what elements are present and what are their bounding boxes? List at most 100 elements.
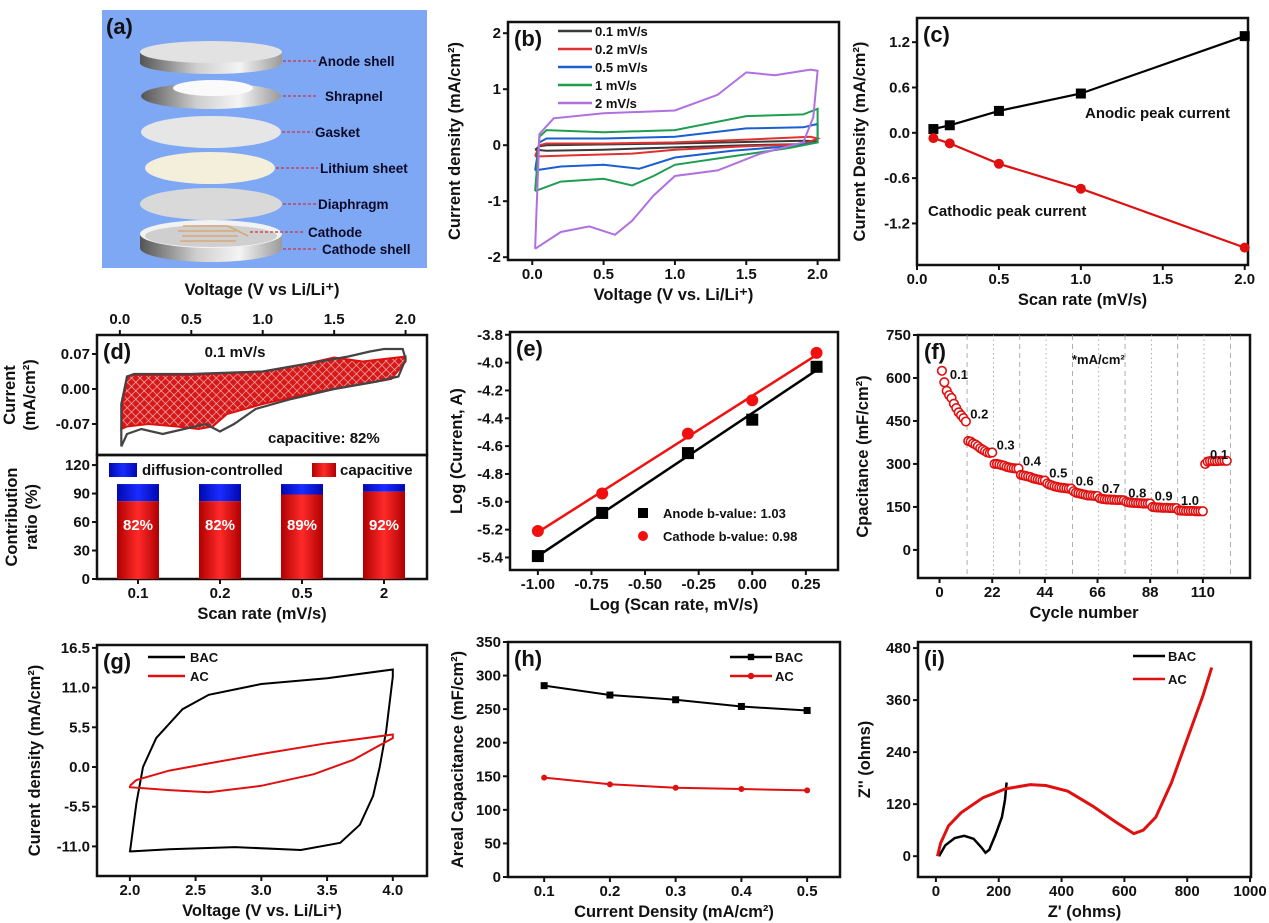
y-tick-label: -4.8 xyxy=(477,466,503,483)
data-point xyxy=(672,696,680,704)
component-label-gasket: Gasket xyxy=(315,125,361,140)
y-axis-label: (mA/cm²) xyxy=(21,359,39,431)
data-point xyxy=(1221,455,1232,466)
x-tick-label: -1.00 xyxy=(521,576,555,593)
x-tick-label: 4.0 xyxy=(382,882,403,899)
component-label-lithium-sheet: Lithium sheet xyxy=(320,161,408,176)
legend-swatch xyxy=(109,463,137,477)
series-line xyxy=(128,733,394,794)
x-axis-label: Log (Scan rate, mV/s) xyxy=(590,596,759,614)
legend-label: BAC xyxy=(1168,649,1197,664)
y-axis-label: Cpacitance (mF/cm²) xyxy=(854,375,872,537)
y-tick-label: -3.8 xyxy=(477,327,503,344)
data-point xyxy=(993,105,1004,116)
label-leaders xyxy=(250,60,318,250)
data-point xyxy=(738,786,745,793)
bar-data-label: 89% xyxy=(287,517,317,534)
charts: 0.0 0.5 1.0 1.5 2.0 -2 -1 0 1 2 Voltage (V vs. Li/… xyxy=(1,16,1267,921)
x-tick-label: 44 xyxy=(1037,584,1054,601)
y-tick-label: 150 xyxy=(886,499,911,516)
segment-label: 0.1 xyxy=(950,367,968,382)
plot-frame xyxy=(506,640,842,879)
legend-label: capacitive xyxy=(340,462,413,479)
data-point xyxy=(960,416,971,427)
data-point xyxy=(1239,242,1250,253)
x-tick-label: 1.0 xyxy=(1070,271,1091,288)
cathode-shell-disc xyxy=(140,220,282,262)
legend-label: BAC xyxy=(190,650,219,665)
x-tick-label: 1000 xyxy=(1233,883,1266,900)
legend-label: 1 mV/s xyxy=(595,78,637,93)
y-tick-label: 0.0 xyxy=(889,125,910,142)
data-point xyxy=(944,138,955,149)
y-tick-label: 600 xyxy=(886,370,911,387)
x-tick-label: 0.2 xyxy=(599,883,620,900)
data-point xyxy=(928,124,939,135)
y-axis-label: Current Density (mA/cm²) xyxy=(851,42,869,242)
legend-label: 0.5 mV/s xyxy=(595,60,648,75)
y-tick-label: -1.2 xyxy=(884,215,910,232)
y-tick-label: 150 xyxy=(476,768,501,785)
x-tick-label: 2.0 xyxy=(395,311,416,328)
bar-data-label: 92% xyxy=(369,517,399,534)
panel-label: (h) xyxy=(514,646,542,671)
bar-segment-capacitive xyxy=(199,501,241,579)
y-tick-label: 200 xyxy=(476,735,501,752)
y-axis-label: Current xyxy=(1,365,19,425)
y-tick-label: 50 xyxy=(484,835,501,852)
y-tick-label: 90 xyxy=(73,486,90,503)
panel-label: (c) xyxy=(923,22,950,47)
y-tick-label: -5.4 xyxy=(477,549,504,566)
y-tick-label: -0.6 xyxy=(884,170,910,187)
x-tick-label: 600 xyxy=(1112,883,1137,900)
diaphragm-disc xyxy=(140,188,282,220)
x-tick-label: -0.50 xyxy=(628,576,662,593)
plot-frame xyxy=(916,333,1252,580)
y-tick-label: 360 xyxy=(886,692,911,709)
component-label-cathode-shell: Cathode shell xyxy=(322,242,411,257)
data-point xyxy=(596,487,609,500)
y-axis-label: Areal Capacitance (mF/cm²) xyxy=(449,651,467,868)
data-point xyxy=(531,525,544,538)
y-tick-label: 250 xyxy=(476,701,501,718)
x-tick-label: 2.0 xyxy=(807,266,828,283)
data-point xyxy=(747,672,755,680)
data-point xyxy=(1197,506,1208,517)
series-line xyxy=(128,668,394,853)
segment-label: 0.4 xyxy=(1023,454,1042,469)
data-point xyxy=(993,158,1004,169)
legend-label: 2 mV/s xyxy=(595,96,637,111)
y-tick-label: 1 xyxy=(493,81,501,98)
x-tick-label: 0.5 xyxy=(797,883,818,900)
chart-panel: 0.0 0.5 1.0 1.5 2.0 -2 -1 0 1 2 Voltage (V vs. Li/… xyxy=(446,20,841,304)
data-point xyxy=(531,550,544,563)
y-tick-label: 0.0 xyxy=(69,759,90,776)
data-point xyxy=(747,653,755,661)
x-tick-label: 0.5 xyxy=(593,266,614,283)
data-point xyxy=(939,377,950,388)
data-point xyxy=(638,531,648,541)
series-line xyxy=(120,347,407,447)
component-label-diaphragm: Diaphragm xyxy=(318,197,389,212)
y-tick-label: 300 xyxy=(476,668,501,685)
panel-a-schematic: (a) Anode shell Shr xyxy=(102,10,427,268)
y-axis-label: Z'' (ohms) xyxy=(856,721,874,799)
y-tick-label: 5.5 xyxy=(69,719,90,736)
annotation: 0.1 mV/s xyxy=(205,344,266,361)
y-tick-label: 0 xyxy=(903,848,911,865)
x-tick-label: 0.4 xyxy=(731,883,753,900)
x-tick-label: 0.1 xyxy=(534,883,555,900)
annotation: *mA/cm² xyxy=(1072,352,1125,367)
x-tick-label: 0.00 xyxy=(738,576,767,593)
panel-label: (g) xyxy=(103,649,131,674)
x-tick-label: 1.5 xyxy=(1152,271,1173,288)
x-axis-label: Voltage (V vs. Li/Li⁺) xyxy=(182,902,342,920)
y-tick-label: -11.0 xyxy=(57,838,90,855)
y-axis-label: Current density (mA/cm²) xyxy=(446,42,464,240)
x-tick-label: 2 xyxy=(380,585,388,602)
panel-label: (f) xyxy=(924,339,946,364)
x-tick-label: 1.5 xyxy=(324,311,345,328)
shrapnel-disc xyxy=(141,80,281,109)
y-tick-label: -5.2 xyxy=(477,522,503,539)
data-point xyxy=(737,702,745,710)
